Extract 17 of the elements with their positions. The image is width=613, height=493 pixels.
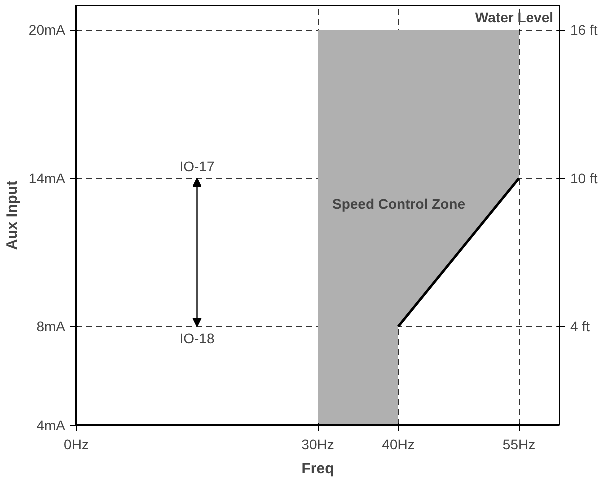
x-tick-label: 30Hz [302, 436, 334, 452]
annotation: IO-18 [180, 330, 215, 347]
x-axis-title: Freq [302, 460, 334, 478]
y2-tick-label: 10 ft [570, 170, 598, 186]
x-tick-label: 0Hz [64, 436, 89, 452]
y2-tick-label: 4 ft [570, 318, 590, 335]
annotation: Water Level [475, 10, 554, 26]
y-tick-label: 20mA [28, 22, 66, 38]
x-tick-label: 55Hz [502, 436, 536, 452]
y2-tick-label: 16 ft [570, 22, 598, 38]
y-tick-label: 4mA [36, 418, 66, 434]
y-tick-label: 8mA [36, 318, 66, 335]
y-axis-title: Aux Input [4, 180, 21, 250]
annotation: Speed Control Zone [332, 196, 466, 212]
x-tick-label: 40Hz [382, 436, 415, 452]
y-tick-label: 14mA [28, 170, 66, 186]
annotation: IO-17 [180, 158, 215, 174]
